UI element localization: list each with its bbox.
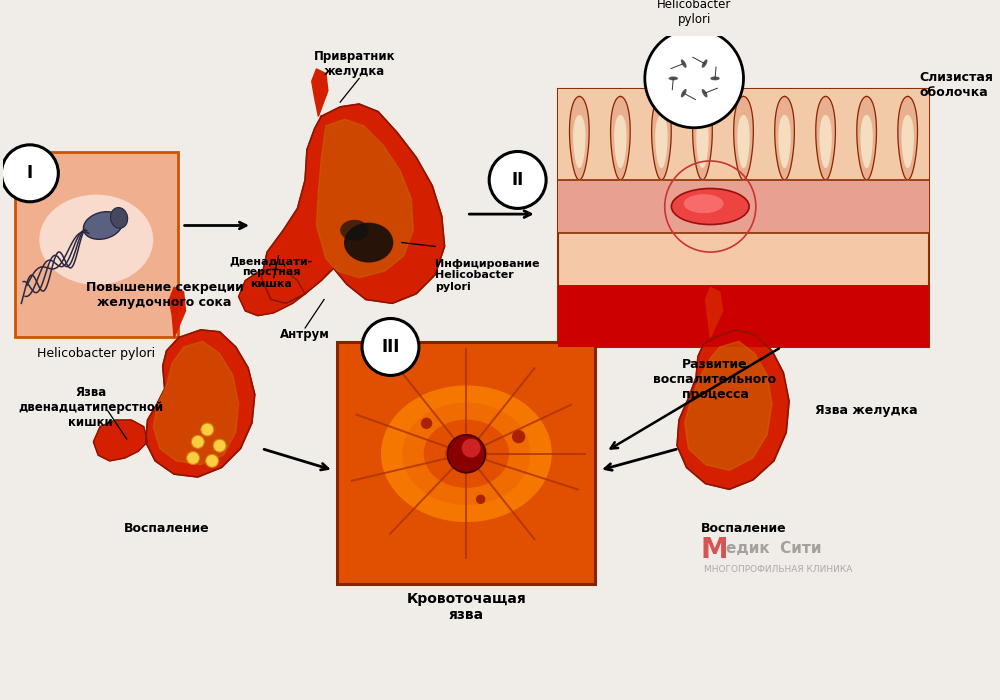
Ellipse shape xyxy=(669,76,678,80)
Text: Инфицирование
Helicobacter
pylori: Инфицирование Helicobacter pylori xyxy=(435,259,540,292)
Polygon shape xyxy=(169,287,185,337)
Text: МНОГОПРОФИЛЬНАЯ КЛИНИКА: МНОГОПРОФИЛЬНАЯ КЛИНИКА xyxy=(704,564,852,573)
Polygon shape xyxy=(861,116,872,167)
Text: Слизистая
оболочка: Слизистая оболочка xyxy=(919,71,993,99)
Text: Helicobacter pylori: Helicobacter pylori xyxy=(37,347,155,360)
Text: Кровоточащая
язва: Кровоточащая язва xyxy=(407,592,526,622)
Polygon shape xyxy=(738,116,749,167)
FancyBboxPatch shape xyxy=(15,153,178,337)
Polygon shape xyxy=(312,69,328,116)
Text: Язва
двенадцатиперстной
кишки: Язва двенадцатиперстной кишки xyxy=(18,386,163,429)
Polygon shape xyxy=(734,97,753,180)
Text: Воспаление: Воспаление xyxy=(124,522,209,535)
Circle shape xyxy=(1,145,58,202)
Polygon shape xyxy=(153,342,239,465)
Polygon shape xyxy=(611,97,630,180)
Ellipse shape xyxy=(402,402,530,505)
Ellipse shape xyxy=(684,194,724,214)
Ellipse shape xyxy=(424,419,509,488)
Polygon shape xyxy=(693,97,712,180)
Polygon shape xyxy=(685,342,772,470)
Text: Воспаление: Воспаление xyxy=(701,522,786,535)
Text: Двенадцати-
перстная
кишка: Двенадцати- перстная кишка xyxy=(229,256,313,289)
Ellipse shape xyxy=(702,60,707,68)
Text: Повышение секреции
желудочного сока: Повышение секреции желудочного сока xyxy=(86,281,243,309)
Ellipse shape xyxy=(445,437,488,471)
Bar xyxy=(558,180,929,233)
Ellipse shape xyxy=(681,89,687,97)
Polygon shape xyxy=(261,104,445,303)
Polygon shape xyxy=(93,420,148,461)
Polygon shape xyxy=(898,97,918,180)
Text: Язва желудка: Язва желудка xyxy=(815,404,917,417)
Polygon shape xyxy=(615,116,626,167)
Text: М: М xyxy=(701,536,728,564)
Polygon shape xyxy=(656,116,667,167)
Bar xyxy=(558,89,929,180)
Ellipse shape xyxy=(340,220,369,241)
Circle shape xyxy=(489,151,546,209)
Circle shape xyxy=(201,423,214,436)
Polygon shape xyxy=(239,268,305,316)
Ellipse shape xyxy=(671,188,749,225)
Ellipse shape xyxy=(681,60,687,68)
Polygon shape xyxy=(902,116,913,167)
Circle shape xyxy=(645,29,744,128)
Polygon shape xyxy=(652,97,671,180)
Text: Развитие
воспалительного
процесса: Развитие воспалительного процесса xyxy=(653,358,777,401)
Circle shape xyxy=(187,452,200,465)
Polygon shape xyxy=(677,330,789,489)
Polygon shape xyxy=(697,116,708,167)
Circle shape xyxy=(206,454,219,468)
Polygon shape xyxy=(316,119,413,278)
Text: III: III xyxy=(381,338,400,356)
Ellipse shape xyxy=(710,76,720,80)
Polygon shape xyxy=(857,97,876,180)
Ellipse shape xyxy=(344,223,393,262)
Polygon shape xyxy=(574,116,585,167)
Text: едик  Сити: едик Сити xyxy=(726,540,822,556)
Text: I: I xyxy=(27,164,33,182)
Circle shape xyxy=(213,439,226,452)
Text: Helicobacter
pylori: Helicobacter pylori xyxy=(657,0,731,26)
Circle shape xyxy=(462,439,481,458)
Circle shape xyxy=(191,435,204,448)
Bar xyxy=(558,89,929,347)
Circle shape xyxy=(447,435,485,472)
Circle shape xyxy=(421,418,432,429)
Text: Антрум: Антрум xyxy=(280,328,330,341)
Circle shape xyxy=(512,430,525,443)
Polygon shape xyxy=(706,287,723,337)
Polygon shape xyxy=(570,97,589,180)
Bar xyxy=(558,286,929,347)
Polygon shape xyxy=(816,97,835,180)
Polygon shape xyxy=(779,116,790,167)
Polygon shape xyxy=(820,116,831,167)
Polygon shape xyxy=(775,97,794,180)
Ellipse shape xyxy=(39,195,153,285)
Ellipse shape xyxy=(381,386,552,522)
Ellipse shape xyxy=(110,207,128,228)
Ellipse shape xyxy=(702,89,707,97)
Ellipse shape xyxy=(83,211,122,239)
Bar xyxy=(337,342,595,584)
Polygon shape xyxy=(146,330,255,477)
Text: Привратник
желудка: Привратник желудка xyxy=(314,50,395,78)
Circle shape xyxy=(362,318,419,375)
Text: II: II xyxy=(512,171,524,189)
Circle shape xyxy=(476,494,485,504)
